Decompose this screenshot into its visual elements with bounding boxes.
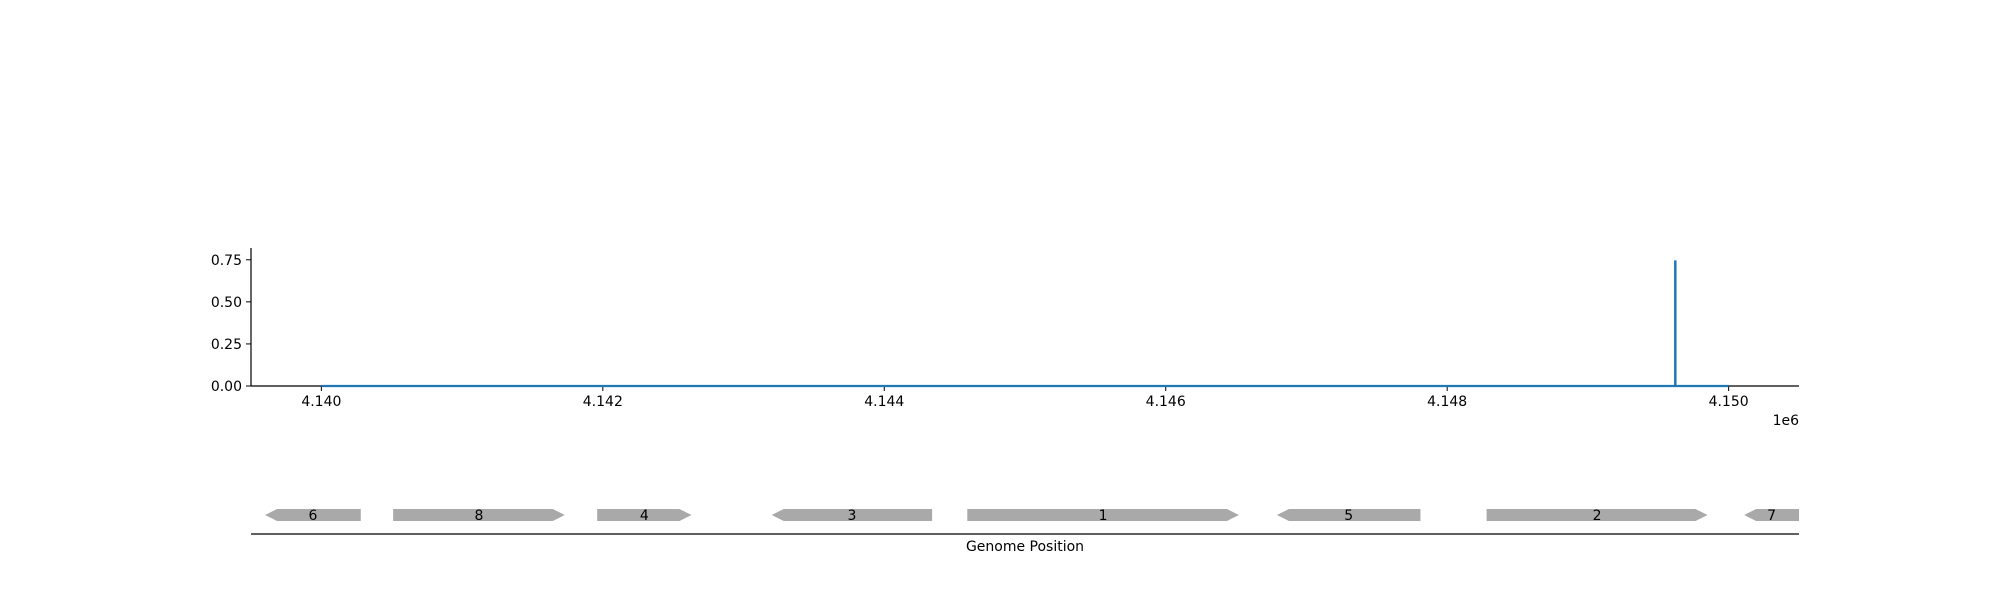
coverage-plot: 0.000.250.500.75 4.140 4.142 4.144 4.146 4.1… bbox=[211, 248, 1799, 429]
gene-label: 1 bbox=[1099, 508, 1108, 524]
x-tick-label: 4.140 bbox=[301, 394, 341, 410]
gene-label: 3 bbox=[847, 508, 856, 524]
gene-label: 2 bbox=[1593, 508, 1602, 524]
gene-arrow bbox=[967, 509, 1239, 521]
gene-label: 5 bbox=[1344, 508, 1353, 524]
gene-label: 4 bbox=[640, 508, 649, 524]
gene-arrow bbox=[1744, 509, 1799, 521]
gene-label: 8 bbox=[475, 508, 484, 524]
y-tick-label: 0.50 bbox=[211, 295, 242, 311]
x-axis-offset-label: 1e6 bbox=[1773, 413, 1800, 429]
gene-arrow bbox=[1486, 509, 1708, 521]
gene-track-xlabel: Genome Position bbox=[966, 539, 1084, 555]
gene-label: 6 bbox=[308, 508, 317, 524]
x-axis-ticks: 4.140 4.142 4.144 4.146 4.148 4.150 bbox=[301, 386, 1749, 410]
gene-arrow bbox=[1276, 509, 1421, 521]
gene-arrows: 6 8 4 3 1 5 2 7 bbox=[265, 508, 1799, 524]
x-tick-label: 4.142 bbox=[583, 394, 623, 410]
y-tick-label: 0.25 bbox=[211, 337, 242, 353]
x-tick-label: 4.146 bbox=[1146, 394, 1186, 410]
coverage-series bbox=[321, 260, 1729, 388]
y-axis-ticks: 0.00 0.25 0.50 0.75 bbox=[211, 253, 251, 395]
gene-track: 6 8 4 3 1 5 2 7 Genome Position bbox=[251, 508, 1799, 555]
gene-label: 7 bbox=[1767, 508, 1776, 524]
x-tick-label: 4.150 bbox=[1709, 394, 1749, 410]
gene-arrow bbox=[265, 509, 361, 521]
x-tick-label: 4.144 bbox=[864, 394, 904, 410]
y-tick-label: 0.75 bbox=[211, 253, 242, 269]
gene-arrow bbox=[771, 509, 933, 521]
coverage-line bbox=[321, 260, 1729, 388]
gene-arrow bbox=[393, 509, 565, 521]
y-tick-label: 0.00 bbox=[211, 379, 242, 395]
gene-arrow bbox=[597, 509, 692, 521]
x-tick-label: 4.148 bbox=[1427, 394, 1467, 410]
